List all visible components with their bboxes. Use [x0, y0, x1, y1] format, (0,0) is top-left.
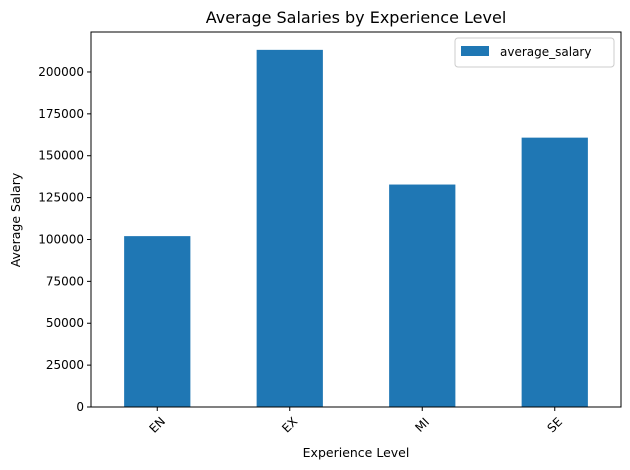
bar-en — [124, 236, 191, 407]
x-tick-label: MI — [412, 415, 432, 435]
x-axis-label: Experience Level — [303, 445, 410, 460]
legend-label: average_salary — [500, 45, 591, 59]
y-axis-ticks: 0 25000 50000 75000 100000 125000 150000 175000… — [38, 65, 91, 414]
plot-area-frame — [90, 31, 622, 408]
y-tick-label: 150000 — [38, 149, 84, 163]
y-tick-label: 25000 — [46, 358, 84, 372]
bars-group — [124, 49, 588, 408]
y-tick-label: 50000 — [46, 316, 84, 330]
chart-title: Average Salaries by Experience Level — [206, 8, 507, 27]
y-axis-label: Average Salary — [8, 172, 23, 267]
y-tick-label: 125000 — [38, 191, 84, 205]
y-tick-label: 175000 — [38, 107, 84, 121]
x-tick-label: SE — [544, 415, 565, 436]
x-tick-label: EN — [146, 414, 168, 436]
x-tick-label: EX — [279, 414, 300, 435]
bar-se — [521, 137, 588, 407]
bar-mi — [389, 184, 456, 407]
y-tick-label: 0 — [76, 400, 84, 414]
y-tick-label: 100000 — [38, 232, 84, 246]
bar-ex — [256, 49, 323, 408]
legend-swatch — [461, 46, 489, 56]
y-tick-label: 75000 — [46, 274, 84, 288]
legend: average_salary — [454, 37, 615, 68]
x-axis-ticks: EN EX MI SE — [146, 407, 565, 436]
y-tick-label: 200000 — [38, 65, 84, 79]
legend-box — [454, 37, 615, 68]
